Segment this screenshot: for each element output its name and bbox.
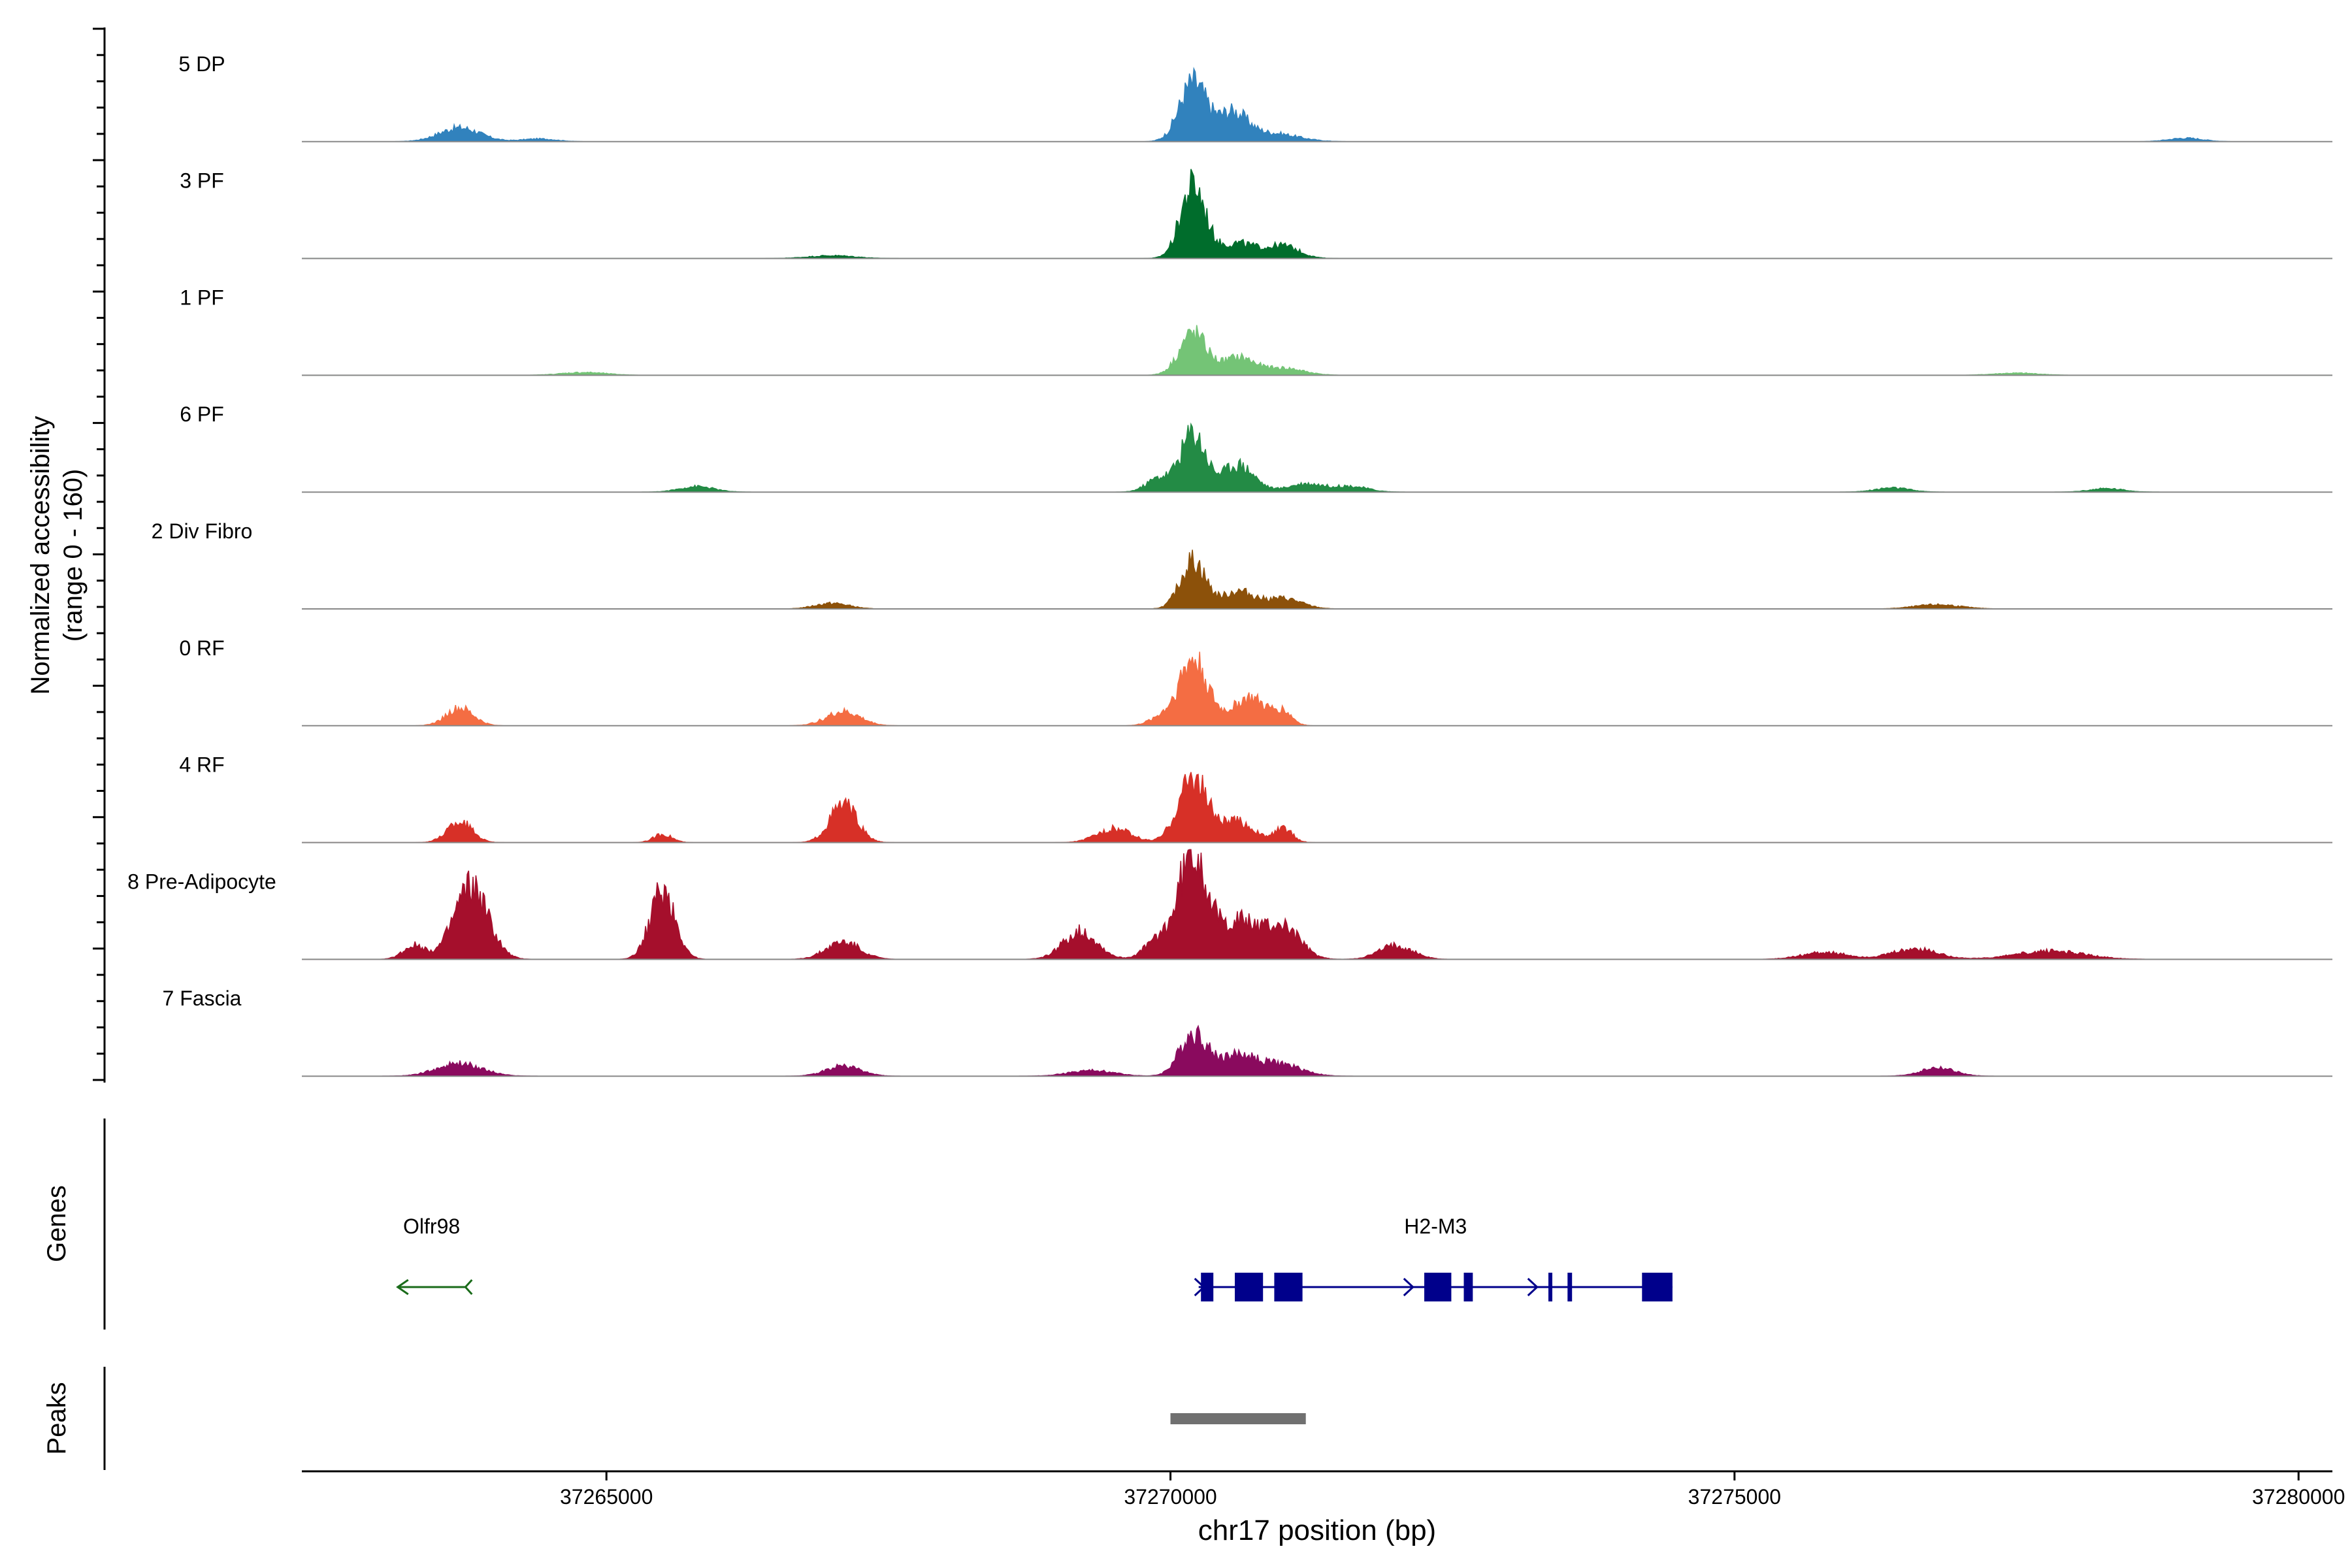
track-label: 8 Pre-Adipocyte xyxy=(127,870,276,893)
peaks-label: Peaks xyxy=(42,1382,71,1454)
strand-arrow xyxy=(464,1279,473,1296)
exon xyxy=(1642,1273,1673,1301)
x-tick-label: 37270000 xyxy=(1124,1485,1217,1509)
x-tick-label: 37275000 xyxy=(1688,1485,1781,1509)
y-axis-label-line2: (range 0 - 160) xyxy=(59,469,88,642)
track-3-pf: 3 PF xyxy=(180,169,2332,259)
genes-panel: Genes Olfr98 H2-M3 xyxy=(42,1119,1673,1330)
gene-label: H2-M3 xyxy=(1404,1215,1467,1238)
track-7-fascia: 7 Fascia xyxy=(163,987,2332,1077)
coverage-area xyxy=(302,772,2332,843)
exon xyxy=(1424,1273,1452,1301)
exon xyxy=(1274,1273,1303,1301)
strand-arrow xyxy=(1403,1277,1414,1297)
coverage-area xyxy=(302,67,2332,142)
coverage-area xyxy=(302,549,2332,610)
peaks-panel: Peaks xyxy=(42,1367,1306,1470)
exon xyxy=(1567,1273,1573,1301)
x-tick-label: 37265000 xyxy=(560,1485,653,1509)
coverage-area xyxy=(302,1024,2332,1077)
exon xyxy=(1463,1273,1473,1301)
track-label: 4 RF xyxy=(179,753,224,777)
coverage-area xyxy=(302,849,2332,960)
track-label: 7 Fascia xyxy=(163,987,242,1010)
track-2-div-fibro: 2 Div Fibro xyxy=(152,519,2332,610)
strand-arrow xyxy=(1527,1277,1539,1297)
track-label: 6 PF xyxy=(180,402,224,426)
track-label: 0 RF xyxy=(179,636,224,660)
gene-olfr98: Olfr98 xyxy=(396,1215,473,1296)
strand-arrow xyxy=(396,1279,409,1296)
gene-h2-m3: H2-M3 xyxy=(1194,1215,1673,1301)
peak-regions xyxy=(1170,1413,1306,1424)
y-axis-label-line1: Normalized accessibility xyxy=(26,416,55,695)
track-4-rf: 4 RF xyxy=(179,753,2332,843)
y-axis: Normalized accessibility (range 0 - 160) xyxy=(26,27,106,1083)
peak-region xyxy=(1170,1413,1306,1424)
exon xyxy=(1201,1273,1214,1301)
x-axis-ticks: 37265000 37270000 37275000 37280000 xyxy=(560,1471,2345,1509)
exon xyxy=(1235,1273,1264,1301)
exon xyxy=(1548,1273,1552,1301)
coverage-tracks: 5 DP 3 PF 1 PF 6 PF 2 Div Fibro 0 RF 4 RF 8 Pre… xyxy=(127,52,2332,1077)
track-6-pf: 6 PF xyxy=(180,402,2332,493)
coverage-area xyxy=(302,651,2332,727)
track-0-rf: 0 RF xyxy=(179,636,2332,727)
coverage-area xyxy=(302,325,2332,376)
track-5-dp: 5 DP xyxy=(178,52,2332,142)
genes-label: Genes xyxy=(42,1185,71,1262)
x-axis-label: chr17 position (bp) xyxy=(1198,1514,1436,1546)
track-label: 1 PF xyxy=(180,286,224,309)
y-axis-ticks xyxy=(93,27,105,1081)
track-1-pf: 1 PF xyxy=(180,286,2332,376)
x-axis: 37265000 37270000 37275000 37280000 chr17 p… xyxy=(302,1470,2345,1546)
coverage-area xyxy=(302,422,2332,493)
track-8-pre-adipocyte: 8 Pre-Adipocyte xyxy=(127,849,2332,960)
track-label: 3 PF xyxy=(180,169,224,193)
track-label: 2 Div Fibro xyxy=(152,519,253,543)
track-label: 5 DP xyxy=(178,52,225,76)
gene-label: Olfr98 xyxy=(403,1215,460,1238)
gene-models: Olfr98 H2-M3 xyxy=(396,1215,1673,1301)
x-tick-label: 37280000 xyxy=(2252,1485,2345,1509)
coverage-area xyxy=(302,169,2332,259)
